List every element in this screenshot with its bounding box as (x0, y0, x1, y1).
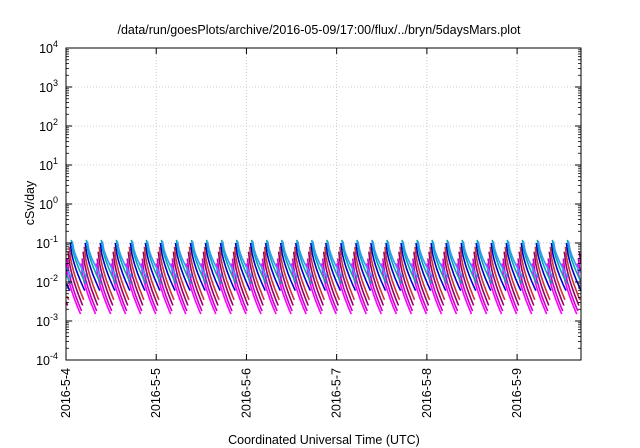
x-tick-label: 2016-5-4 (59, 368, 73, 418)
chart-title: /data/run/goesPlots/archive/2016-05-09/1… (117, 23, 521, 37)
y-tick-label: 10-1 (36, 234, 58, 251)
y-tick-label: 10-4 (36, 351, 58, 368)
y-tick-label: 10-2 (36, 273, 58, 290)
series-lines (65, 239, 582, 315)
series-line (65, 241, 581, 279)
y-axis-label: cSv/day (23, 180, 37, 225)
series-line (65, 251, 582, 306)
y-tick-label: 101 (39, 156, 58, 173)
plot-frame (65, 47, 582, 361)
x-tick-label: 2016-5-7 (330, 368, 344, 418)
y-tick-label: 102 (39, 117, 58, 134)
y-tick-label: 100 (39, 195, 58, 212)
y-axis-ticks: 104 103 102 101 100 10-1 10-2 10-3 10-4 (36, 39, 581, 368)
x-tick-label: 2016-5-9 (510, 368, 524, 418)
x-axis-label: Coordinated Universal Time (UTC) (228, 433, 420, 447)
y-tick-label: 103 (39, 78, 58, 95)
x-tick-label: 2016-5-6 (239, 368, 253, 418)
series-line (66, 258, 581, 312)
series-line (66, 242, 582, 292)
x-axis-ticks: 2016-5-4 2016-5-5 2016-5-6 2016-5-7 2016-5-8… (59, 48, 524, 418)
x-tick-label: 2016-5-8 (420, 368, 434, 418)
series-line (65, 263, 581, 315)
y-tick-label: 10-3 (36, 312, 58, 329)
y-tick-label: 104 (39, 39, 58, 56)
series-line (66, 246, 581, 301)
series-line (65, 239, 582, 285)
grid-lines (66, 48, 581, 360)
x-tick-label: 2016-5-5 (149, 368, 163, 418)
